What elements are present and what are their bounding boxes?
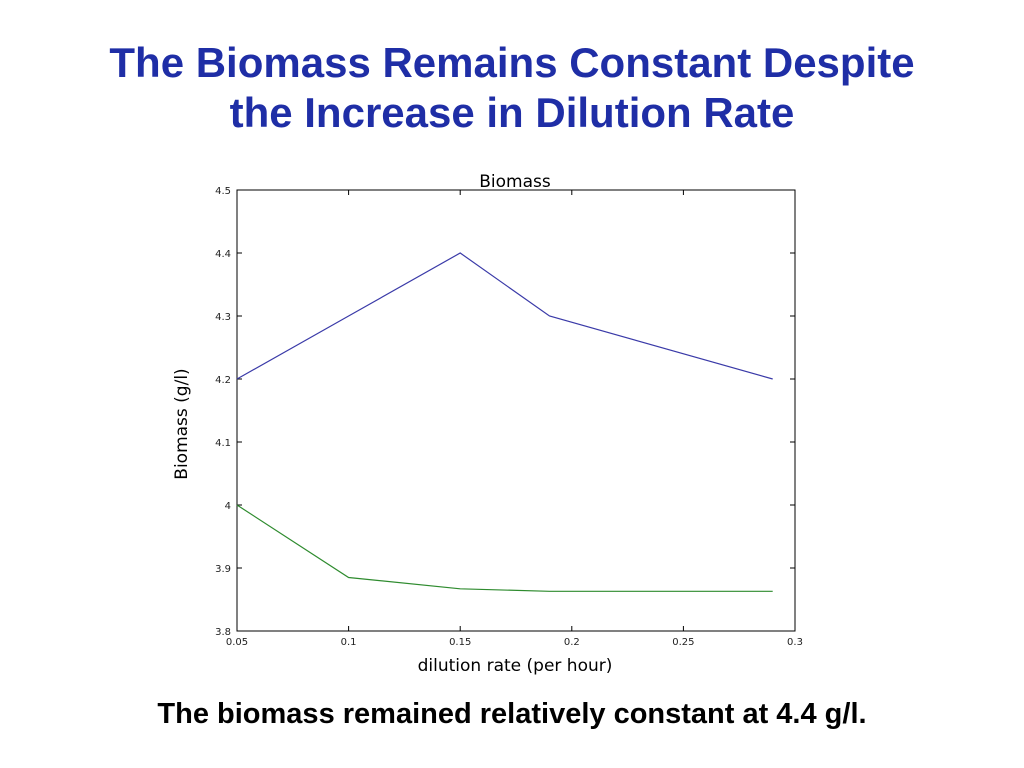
- series-line-1: [236, 252, 773, 380]
- footer-caption: The biomass remained relatively constant…: [157, 698, 867, 730]
- y-tick-label: 4.5: [215, 186, 231, 197]
- y-axis-ticks: 3.8 3.9 4 4.1 4.2 4.3 4.4 4.5: [215, 186, 795, 638]
- x-tick-label: 0.05: [226, 637, 248, 648]
- x-tick-label: 0.1: [341, 637, 357, 648]
- y-axis-label: Biomass (g/l): [172, 368, 192, 479]
- slide-title-line-2: the Increase in Dilution Rate: [229, 89, 795, 136]
- series-layer: [236, 252, 773, 592]
- x-tick-label: 0.2: [564, 637, 580, 648]
- y-tick-label: 3.8: [215, 627, 231, 638]
- series-line-2: [236, 504, 773, 592]
- y-tick-label: 4.4: [215, 249, 231, 260]
- x-tick-label: 0.15: [449, 637, 471, 648]
- x-tick-label: 0.3: [787, 637, 803, 648]
- x-tick-label: 0.25: [672, 637, 694, 648]
- x-axis-ticks: 0.05 0.1 0.15 0.2 0.25 0.3: [226, 190, 803, 648]
- y-tick-label: 3.9: [215, 564, 231, 575]
- chart-title: Biomass: [479, 172, 551, 192]
- y-tick-label: 4.3: [215, 312, 231, 323]
- plot-frame: [236, 189, 796, 632]
- slide-title-line-1: The Biomass Remains Constant Despite: [109, 39, 915, 86]
- y-tick-label: 4.1: [215, 438, 231, 449]
- y-tick-label: 4: [225, 501, 231, 512]
- x-axis-label: dilution rate (per hour): [418, 656, 613, 676]
- y-tick-label: 4.2: [215, 375, 231, 386]
- slide-title: The Biomass Remains Constant Despite the…: [0, 38, 1024, 138]
